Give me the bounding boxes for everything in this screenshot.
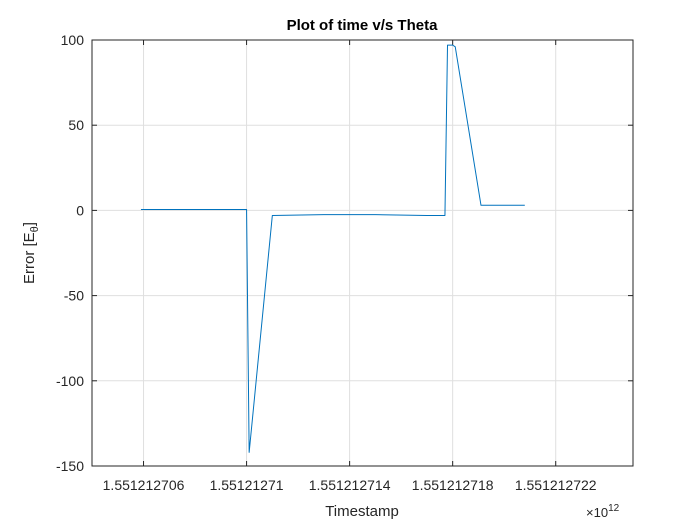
y-axis-label-close: ] — [21, 222, 38, 226]
y-tick-label: 50 — [68, 117, 84, 133]
x-tick-label: 1.551212706 — [103, 477, 185, 493]
series — [140, 44, 525, 453]
x-axis-exponent-base: ×10 — [586, 505, 608, 520]
y-tick-label: 100 — [61, 32, 85, 48]
chart-title: Plot of time v/s Theta — [287, 17, 439, 34]
x-axis-exponent-power: 12 — [608, 503, 620, 514]
x-tick-label: 1.55121271 — [210, 477, 284, 493]
x-tick-label: 1.551212722 — [515, 477, 597, 493]
y-tick-label: -50 — [64, 288, 84, 304]
y-axis-label-main: Error [E — [21, 232, 38, 284]
tick-labels: 1.551212706 1.55121271 1.551212714 1.551212… — [56, 32, 597, 493]
series-line — [140, 44, 525, 453]
y-tick-label: 0 — [76, 202, 84, 218]
y-tick-label: -150 — [56, 458, 84, 474]
axis-ticks — [92, 39, 633, 467]
grid — [92, 39, 633, 467]
y-axis-label: Error [Eθ] — [21, 222, 41, 284]
y-tick-label: -100 — [56, 373, 84, 389]
y-axis-label-sub: θ — [29, 226, 41, 232]
x-axis-exponent: ×1012 — [586, 503, 620, 520]
x-tick-label: 1.551212718 — [412, 477, 494, 493]
plot-area-frame — [91, 39, 634, 467]
x-axis-label: Timestamp — [325, 503, 399, 520]
x-tick-label: 1.551212714 — [309, 477, 391, 493]
